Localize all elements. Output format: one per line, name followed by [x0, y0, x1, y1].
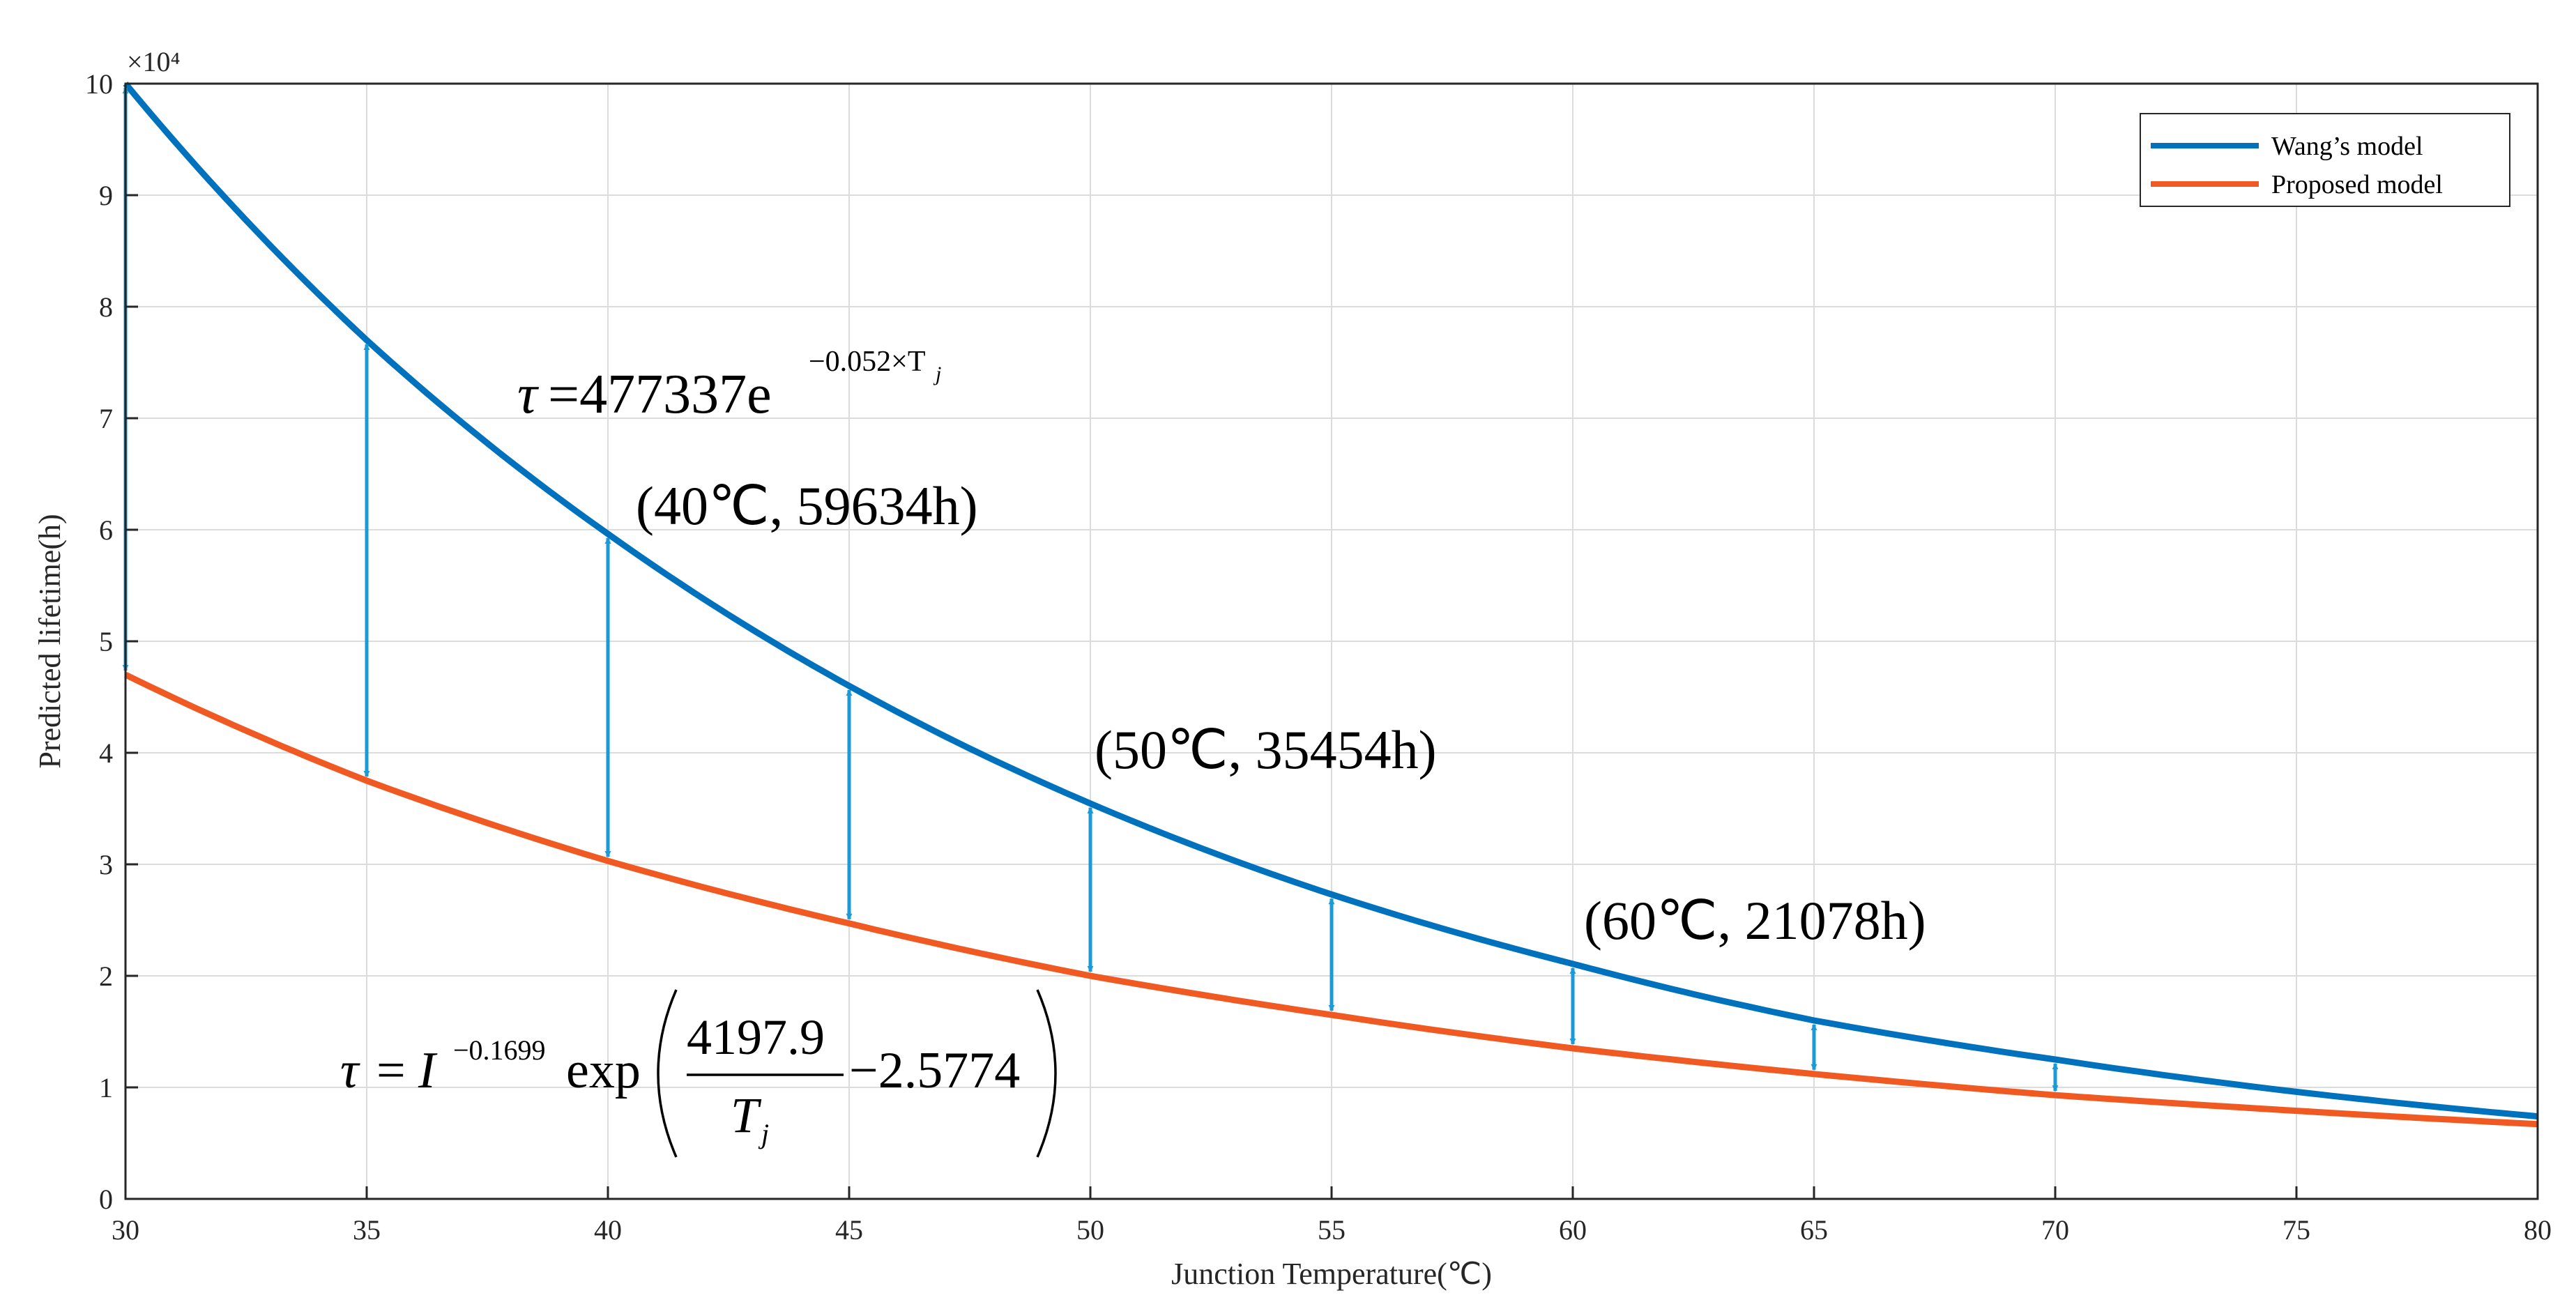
annotation-60: (60℃, 21078h)	[1584, 890, 1926, 951]
y-tick-label: 7	[99, 403, 113, 434]
y-tick-label: 5	[99, 626, 113, 657]
legend-label-wang: Wang’s model	[2271, 132, 2423, 161]
x-tick-label: 60	[1559, 1214, 1587, 1246]
x-tick-label: 30	[112, 1214, 139, 1246]
y-tick-label: 2	[99, 961, 113, 992]
legend: Wang’s model Proposed model	[2140, 113, 2510, 207]
formula-proposed: τ = I −0.1699 exp 4197.9 T j −2.5774	[340, 989, 1057, 1158]
x-axis-label: Junction Temperature(℃)	[1171, 1257, 1492, 1291]
formula-wang-exponent-sub: j	[933, 362, 941, 385]
y-axis-label: Predicted lifetime(h)	[33, 514, 67, 768]
x-tick-label: 80	[2524, 1214, 2552, 1246]
y-tick-label: 6	[99, 514, 113, 546]
formula-wang-exponent: −0.052×T	[809, 346, 926, 378]
y-tick-label: 10	[85, 68, 113, 100]
x-tick-label: 35	[353, 1214, 381, 1246]
y-tick-label: 0	[99, 1184, 113, 1215]
annotation-40: (40℃, 59634h)	[636, 475, 978, 536]
series-line-proposed	[124, 671, 2538, 1128]
formula-proposed-denominator-sub: j	[758, 1118, 769, 1149]
y-tick-label: 3	[99, 849, 113, 880]
formula-proposed-lhs: τ	[340, 1042, 360, 1099]
x-tick-label: 75	[2282, 1214, 2310, 1246]
formula-proposed-tail: −2.5774	[849, 1042, 1020, 1099]
formula-proposed-eq: =	[376, 1042, 406, 1099]
x-tick-label: 65	[1800, 1214, 1828, 1246]
x-tick-label: 55	[1318, 1214, 1346, 1246]
formula-proposed-base: I	[418, 1042, 438, 1099]
legend-label-proposed: Proposed model	[2271, 170, 2443, 199]
y-multiplier-label: ×10⁴	[127, 46, 181, 77]
formula-proposed-numerator: 4197.9	[687, 1009, 825, 1065]
formula-wang-lhs: τ	[517, 364, 540, 425]
formula-right-paren	[1036, 989, 1057, 1158]
x-tick-label: 50	[1076, 1214, 1104, 1246]
formula-proposed-denominator: T	[731, 1087, 762, 1143]
y-tick-label: 8	[99, 291, 113, 323]
formula-wang: τ =477337e −0.052×T j	[517, 346, 941, 425]
x-tick-label: 70	[2041, 1214, 2069, 1246]
formula-proposed-func: exp	[566, 1042, 641, 1099]
x-tick-label: 40	[594, 1214, 622, 1246]
x-tick-label: 45	[835, 1214, 863, 1246]
formula-proposed-exponent: −0.1699	[453, 1034, 546, 1066]
legend-box	[2140, 113, 2510, 207]
annotation-50: (50℃, 35454h)	[1095, 719, 1437, 780]
series-line-wang	[123, 82, 2538, 1120]
formula-left-paren	[657, 989, 678, 1158]
y-tick-label: 1	[99, 1072, 113, 1103]
series-layer	[123, 82, 2538, 1128]
y-tick-label: 4	[99, 737, 113, 769]
formula-wang-eq: =477337e	[548, 364, 772, 425]
y-tick-label: 9	[99, 180, 113, 211]
